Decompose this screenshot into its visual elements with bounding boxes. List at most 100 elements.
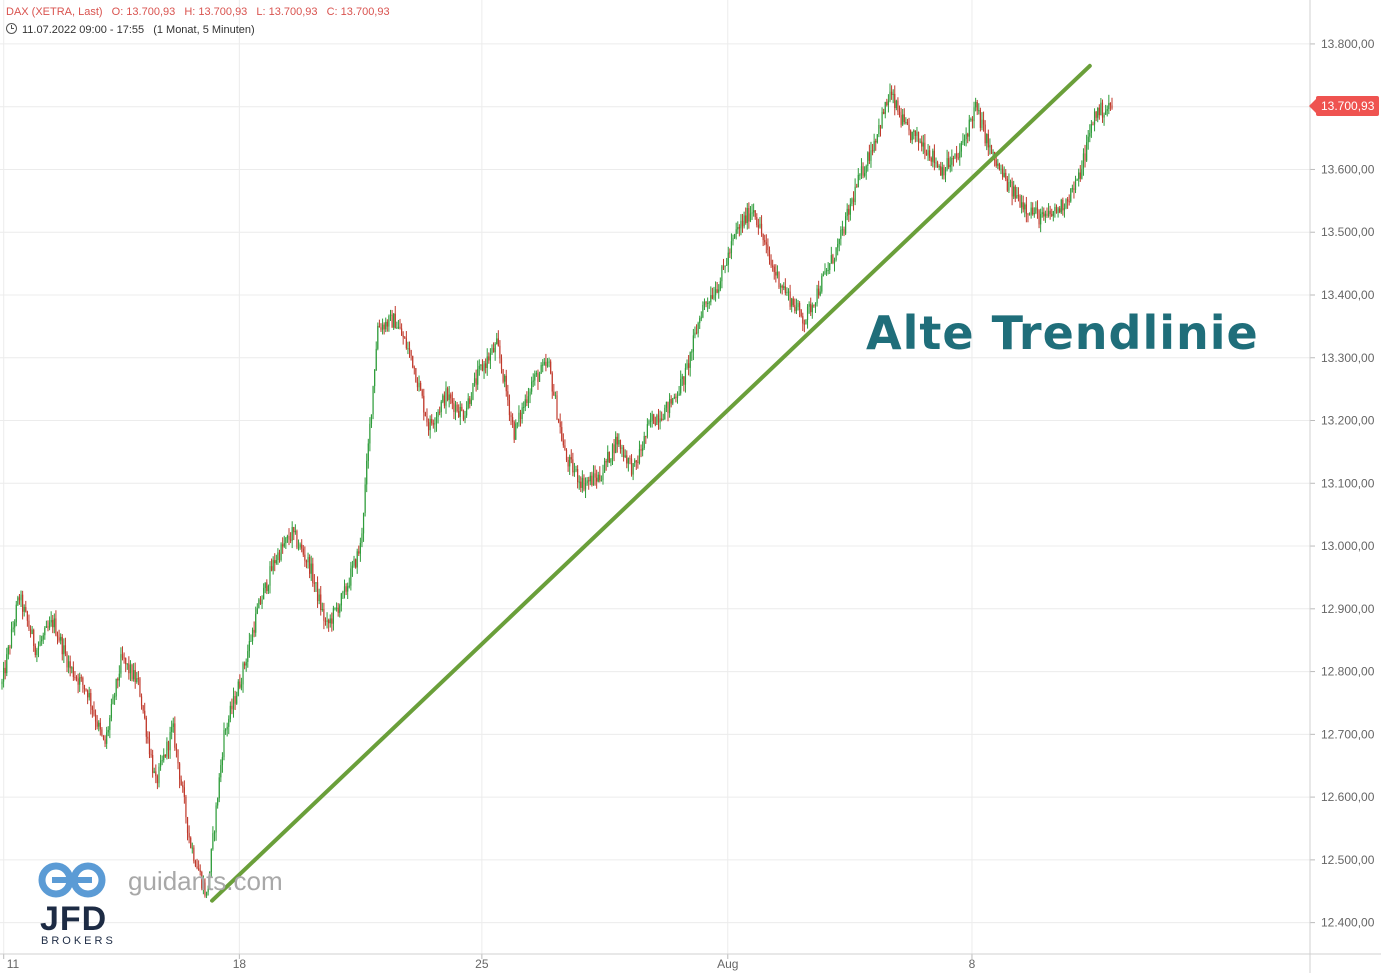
candle-body — [485, 363, 487, 369]
candle-body — [648, 420, 650, 425]
candle-body — [540, 365, 542, 374]
candle-body — [697, 323, 699, 334]
candle-body — [905, 121, 907, 123]
candle-body — [467, 398, 469, 408]
candle-body — [936, 162, 939, 168]
candle-body — [370, 414, 373, 424]
candle-body — [301, 544, 303, 549]
candle-body — [418, 382, 420, 388]
candle-body — [946, 158, 948, 170]
trendline-annotation: Alte Trendlinie — [866, 306, 1259, 360]
candle-body — [48, 622, 51, 628]
candle-body — [1003, 172, 1005, 177]
candle-body — [69, 661, 71, 669]
candle-body — [635, 460, 637, 462]
candle-body — [962, 140, 964, 143]
candle-body — [507, 391, 509, 401]
candle-body — [1019, 195, 1021, 208]
candle-body — [765, 242, 767, 245]
candle-body — [412, 355, 414, 368]
candle-body — [551, 373, 553, 392]
candle-body — [483, 363, 485, 371]
candle-body — [535, 372, 537, 375]
candle-body — [857, 174, 859, 187]
candle-body — [266, 582, 268, 592]
candle-body — [508, 400, 511, 416]
candle-body — [432, 423, 434, 425]
candle-body — [93, 709, 95, 715]
candle-body — [1071, 188, 1073, 190]
candle-body — [194, 861, 197, 867]
candle-body — [270, 566, 273, 571]
y-tick-label: 13.600,00 — [1321, 162, 1375, 176]
candle-body — [626, 455, 628, 464]
candle-body — [125, 658, 127, 665]
candle-body — [1086, 142, 1088, 161]
candle-body — [640, 449, 642, 451]
candle-body — [1014, 186, 1016, 199]
candle-body — [169, 731, 171, 751]
candle-body — [510, 415, 512, 418]
candle-body — [1025, 204, 1027, 214]
candle-body — [753, 210, 755, 213]
candle-body — [372, 386, 374, 415]
candle-body — [735, 229, 737, 234]
candle-body — [714, 289, 717, 296]
candle-body — [1101, 102, 1104, 118]
candle-body — [261, 599, 263, 605]
candle-body — [1093, 111, 1096, 125]
candle-body — [860, 166, 863, 175]
candle-body — [515, 423, 517, 440]
candle-body — [494, 343, 496, 353]
candle-body — [580, 481, 582, 488]
candle-body — [1109, 103, 1112, 106]
candle-body — [1078, 172, 1080, 180]
candle-body — [264, 582, 266, 588]
candle-body — [53, 618, 55, 628]
candle-body — [726, 264, 728, 266]
candle-body — [345, 586, 347, 592]
candle-body — [799, 303, 801, 310]
candle-body — [516, 422, 518, 424]
candle-body — [489, 353, 491, 361]
candle-body — [900, 115, 902, 125]
candle-body — [764, 240, 766, 243]
candle-body — [1054, 207, 1056, 212]
candle-body — [291, 527, 293, 541]
x-tick-label: 18 — [233, 957, 247, 971]
candle-body — [237, 681, 239, 696]
candle-body — [328, 620, 330, 624]
candle-body — [668, 399, 671, 414]
candle-body — [662, 419, 664, 421]
candle-body — [213, 832, 216, 834]
candle-body — [637, 461, 639, 463]
chart-grid — [0, 0, 1310, 954]
candle-body — [185, 796, 187, 818]
close-value: C: 13.700,93 — [326, 6, 390, 18]
candle-body — [126, 663, 128, 665]
candle-body — [421, 390, 423, 396]
candle-body — [404, 337, 406, 339]
candle-body — [583, 477, 585, 490]
candle-body — [159, 760, 162, 767]
candle-body — [873, 141, 875, 152]
x-tick-label: Aug — [717, 957, 738, 971]
candle-body — [553, 391, 555, 396]
candle-body — [554, 395, 557, 397]
candle-body — [816, 288, 818, 304]
candle-body — [228, 718, 230, 727]
candle-body — [688, 363, 690, 368]
candle-body — [811, 305, 813, 313]
candle-body — [45, 626, 47, 628]
candle-body — [902, 114, 904, 125]
candle-body — [651, 414, 653, 421]
candle-body — [61, 636, 63, 655]
candle-body — [683, 376, 685, 385]
candle-body — [28, 620, 30, 629]
candle-body — [705, 301, 707, 304]
candle-body — [140, 696, 143, 706]
candle-body — [58, 637, 60, 641]
candle-body — [719, 281, 721, 290]
candle-body — [759, 223, 761, 228]
candle-body — [470, 399, 472, 404]
